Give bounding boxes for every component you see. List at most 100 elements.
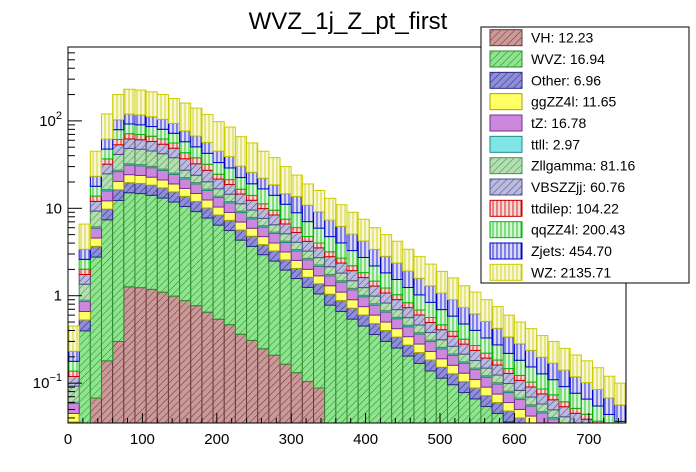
bar-ggzz4l-bin-23: [324, 285, 337, 295]
bar-qqzz4l-bin-43: [547, 379, 560, 396]
bar-wz-bin-23: [324, 197, 337, 221]
bar-other-bin-12: [201, 207, 214, 219]
bar-zllgamma-bin-40: [513, 389, 527, 399]
bar-wvz-bin-21: [301, 286, 315, 382]
bar-zjets-bin-15: [234, 165, 248, 179]
bar-zllgamma-bin-36: [469, 360, 482, 369]
bar-vh-bin-2: [89, 397, 102, 424]
legend-label-vh: VH: 12.23: [531, 30, 593, 46]
legend-swatch-ttll: [489, 135, 523, 153]
bar-other-bin-39: [502, 410, 515, 423]
bar-zjets-bin-31: [413, 277, 426, 296]
bar-qqzz4l-bin-5: [123, 123, 136, 135]
legend-swatch-ggzz4l: [489, 93, 523, 111]
series-ttdilep: [67, 133, 605, 424]
bar-qqzz4l-bin-3: [100, 148, 114, 160]
bar-qqzz4l-bin-41: [525, 366, 538, 383]
bar-wvz-bin-3: [100, 219, 114, 362]
bar-other-bin-19: [279, 259, 292, 271]
bar-vbszzjj-bin-22: [313, 247, 326, 259]
x-tick-label-100: 100: [130, 431, 155, 448]
bar-qqzz4l-bin-38: [491, 344, 504, 361]
bar-wz-bin-10: [179, 102, 192, 132]
bar-vbszzjj-bin-14: [223, 183, 236, 195]
x-tick-label-0: 0: [64, 431, 72, 448]
bar-tz-bin-33: [435, 348, 448, 360]
bar-zllgamma-bin-26: [357, 287, 370, 296]
bar-zjets-bin-33: [435, 292, 448, 311]
bar-tz-bin-15: [234, 212, 248, 223]
bar-tz-bin-14: [223, 202, 236, 213]
bar-wvz-bin-31: [413, 362, 426, 424]
bar-tz-bin-11: [190, 183, 203, 194]
bar-ggzz4l-bin-26: [357, 306, 370, 316]
bar-zjets-bin-17: [257, 177, 270, 190]
bar-ttdilep-bin-34: [446, 330, 460, 337]
bar-vbszzjj-bin-10: [179, 158, 192, 171]
bar-ggzz4l-bin-7: [145, 176, 158, 186]
bar-ggzz4l-bin-21: [301, 268, 315, 278]
legend-label-zllgamma: Zllgamma: 81.16: [531, 158, 635, 174]
bar-wvz-bin-28: [379, 340, 393, 424]
bar-wvz-bin-9: [167, 201, 181, 297]
bar-zllgamma-bin-31: [413, 324, 426, 334]
bar-vbszzjj-bin-8: [156, 143, 169, 155]
bar-wvz-bin-34: [446, 384, 460, 424]
bar-tz-bin-8: [156, 169, 169, 181]
bar-vbszzjj-bin-5: [123, 138, 136, 149]
bar-ttdilep-bin-5: [123, 133, 136, 140]
bar-zjets-bin-47: [592, 388, 605, 407]
bar-other-bin-21: [301, 276, 315, 288]
bar-vbszzjj-bin-43: [547, 399, 560, 411]
bar-other-bin-37: [480, 395, 493, 408]
bar-ttdilep-bin-8: [156, 138, 169, 145]
bar-wvz-bin-23: [324, 304, 337, 424]
bar-wvz-bin-37: [480, 406, 493, 424]
bar-vh-bin-8: [156, 291, 169, 424]
bar-tz-bin-16: [246, 218, 259, 229]
bar-ttdilep-bin-39: [502, 368, 515, 374]
series-zjets: [67, 113, 627, 422]
bar-ttdilep-bin-0: [67, 370, 80, 377]
bar-ttdilep-bin-24: [335, 257, 348, 264]
bar-zllgamma-bin-39: [502, 383, 515, 392]
legend-swatch-qqzz4l: [489, 221, 523, 239]
bar-wvz-bin-5: [123, 192, 136, 288]
bar-wvz-bin-24: [335, 310, 348, 424]
bar-zllgamma-bin-33: [435, 339, 448, 348]
bar-vbszzjj-bin-12: [201, 169, 214, 183]
legend-label-wvz: WVZ: 16.94: [531, 51, 605, 67]
bar-ggzz4l-bin-4: [112, 180, 125, 191]
bar-tz-bin-19: [279, 241, 292, 253]
bar-wz-bin-8: [156, 94, 169, 120]
bar-wz-bin-7: [145, 91, 158, 118]
bar-other-bin-23: [324, 293, 337, 306]
bar-wz-bin-12: [201, 114, 214, 143]
bar-ggzz4l-bin-13: [212, 206, 225, 216]
bar-zjets-bin-11: [190, 135, 203, 148]
bar-qqzz4l-bin-8: [156, 128, 169, 140]
bar-qqzz4l-bin-9: [167, 132, 181, 144]
bar-other-bin-31: [413, 352, 426, 364]
bar-zjets-bin-3: [100, 138, 114, 150]
bar-zjets-bin-16: [246, 171, 259, 185]
bar-ttdilep-bin-26: [357, 272, 370, 279]
bar-qqzz4l-bin-29: [391, 279, 404, 296]
bar-zllgamma-bin-27: [368, 295, 381, 305]
bar-vbszzjj-bin-34: [446, 335, 460, 347]
bar-ttdilep-bin-9: [167, 142, 181, 149]
bar-zllgamma-bin-8: [156, 153, 169, 170]
bar-qqzz4l-bin-17: [257, 188, 270, 205]
bar-zjets-bin-26: [357, 240, 370, 258]
bar-qqzz4l-bin-30: [402, 287, 415, 304]
bar-tz-bin-0: [67, 402, 80, 414]
bar-wz-bin-6: [134, 89, 147, 116]
bar-wz-bin-11: [190, 107, 203, 137]
bar-wz-bin-27: [368, 227, 381, 250]
bar-vbszzjj-bin-28: [379, 292, 393, 304]
bar-zjets-bin-39: [502, 336, 515, 354]
bar-qqzz4l-bin-2: [89, 185, 102, 197]
bar-vbszzjj-bin-13: [212, 178, 225, 190]
bar-other-bin-35: [458, 381, 471, 394]
bar-tz-bin-13: [212, 197, 225, 208]
